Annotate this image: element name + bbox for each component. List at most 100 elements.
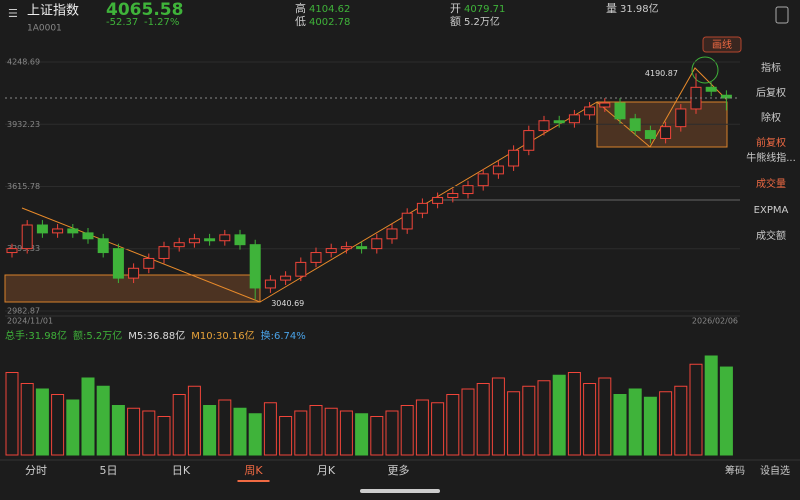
volume-bar <box>613 394 627 456</box>
low-label: 低 <box>295 15 306 28</box>
menu-icon[interactable]: ☰ <box>8 7 18 20</box>
candle-body <box>386 228 398 240</box>
volume-bar <box>263 402 277 456</box>
volume-bar <box>66 399 80 456</box>
y-tick-label: 2982.87 <box>7 307 40 316</box>
candle-body <box>705 86 717 92</box>
candle-body <box>295 261 307 277</box>
volume-bar <box>309 405 323 456</box>
side-menu-item[interactable]: 指标 <box>761 61 781 74</box>
candle-body <box>492 165 504 175</box>
tab-right[interactable]: 筹码 <box>725 464 745 477</box>
candle-body <box>204 238 216 242</box>
tab-right[interactable]: 设自选 <box>760 464 790 477</box>
y-tick-label: 3932.23 <box>7 120 40 129</box>
tab[interactable]: 周K <box>244 464 263 477</box>
side-menu-item[interactable]: 前复权 <box>756 136 786 149</box>
volume-bar <box>51 394 65 456</box>
candle-body <box>523 130 535 151</box>
candle-body <box>158 246 170 259</box>
candle-body <box>538 120 550 132</box>
candle-body <box>128 267 140 279</box>
side-menu-item[interactable]: 成交额 <box>756 229 786 242</box>
volume-bar <box>719 366 733 456</box>
volume-bar <box>537 380 551 456</box>
candle-body <box>629 118 641 132</box>
volume-bar <box>643 396 657 456</box>
rotate-icon[interactable] <box>775 6 789 24</box>
tab[interactable]: 月K <box>317 464 336 477</box>
volume-bar <box>431 402 445 456</box>
candle-body <box>310 252 322 263</box>
high-label: 高 <box>295 1 306 15</box>
draw-button[interactable] <box>702 36 742 53</box>
candle-body <box>508 149 520 167</box>
side-menu-item[interactable]: EXPMA <box>754 205 789 216</box>
high: 4104.62 <box>309 4 350 15</box>
candle-body <box>356 246 368 250</box>
candle-body <box>340 246 352 250</box>
candle-body <box>660 126 672 139</box>
volume-bar <box>233 407 247 456</box>
candle-body <box>553 120 565 124</box>
side-menu-item[interactable]: 牛熊线指... <box>746 151 796 164</box>
volume-bar <box>552 374 566 456</box>
volume-bar <box>157 416 171 456</box>
amount-label: 额 <box>450 15 461 28</box>
side-menu-item[interactable]: 成交量 <box>756 177 786 190</box>
candle-body <box>249 244 261 289</box>
volume-bar <box>294 410 308 456</box>
volume-bar <box>370 416 384 456</box>
open: 4079.71 <box>464 4 505 15</box>
candle-body <box>432 196 444 204</box>
volume-bar <box>415 399 429 456</box>
candle-body <box>280 275 292 281</box>
min-label: 3040.69 <box>271 299 304 308</box>
candle-body <box>325 248 337 254</box>
side-menu-item[interactable]: 除权 <box>761 111 781 124</box>
volume-bar <box>81 377 95 456</box>
volume-bar <box>5 372 19 456</box>
volume-bar <box>461 388 475 456</box>
tab[interactable]: 日K <box>172 464 191 477</box>
volume-bar <box>127 407 141 456</box>
volume-bar <box>20 383 34 456</box>
volume-legend: 额:5.2万亿 <box>73 329 122 342</box>
volume-legend: 换:6.74% <box>261 329 306 342</box>
tab[interactable]: 更多 <box>388 463 410 477</box>
volume-bar <box>659 391 673 456</box>
candle-body <box>477 173 489 187</box>
tab[interactable]: 分时 <box>25 464 47 477</box>
side-menu-item[interactable]: 后复权 <box>756 86 786 99</box>
candle-body <box>614 102 626 120</box>
draw-button-label[interactable]: 画线 <box>712 38 732 51</box>
volume: 31.98亿 <box>620 2 659 15</box>
volume-bar <box>446 394 460 456</box>
volume-bar <box>279 416 293 456</box>
candle-body <box>188 238 200 244</box>
candle-body <box>462 185 474 195</box>
candle-body <box>36 224 48 234</box>
amount: 5.2万亿 <box>464 15 500 28</box>
candle-body <box>234 234 246 246</box>
volume-bar <box>491 377 505 456</box>
y-tick-label: 4248.69 <box>7 58 40 67</box>
volume-bar <box>598 377 612 456</box>
home-indicator <box>360 489 440 493</box>
tab[interactable]: 5日 <box>100 464 118 477</box>
candle-body <box>416 202 428 214</box>
candle-body <box>264 279 276 289</box>
volume-bar <box>142 410 156 456</box>
volume-bar <box>674 385 688 456</box>
volume-bar <box>218 399 232 456</box>
candle-body <box>6 248 18 254</box>
volume-bar <box>111 405 125 456</box>
max-label: 4190.87 <box>645 69 678 78</box>
volume-bar <box>248 413 262 456</box>
volume-bar <box>507 391 521 456</box>
volume-bar <box>385 410 399 456</box>
change-pct: -1.27% <box>144 17 179 28</box>
volume-bar <box>567 372 581 456</box>
volume-legend: M10:30.16亿 <box>191 329 254 342</box>
